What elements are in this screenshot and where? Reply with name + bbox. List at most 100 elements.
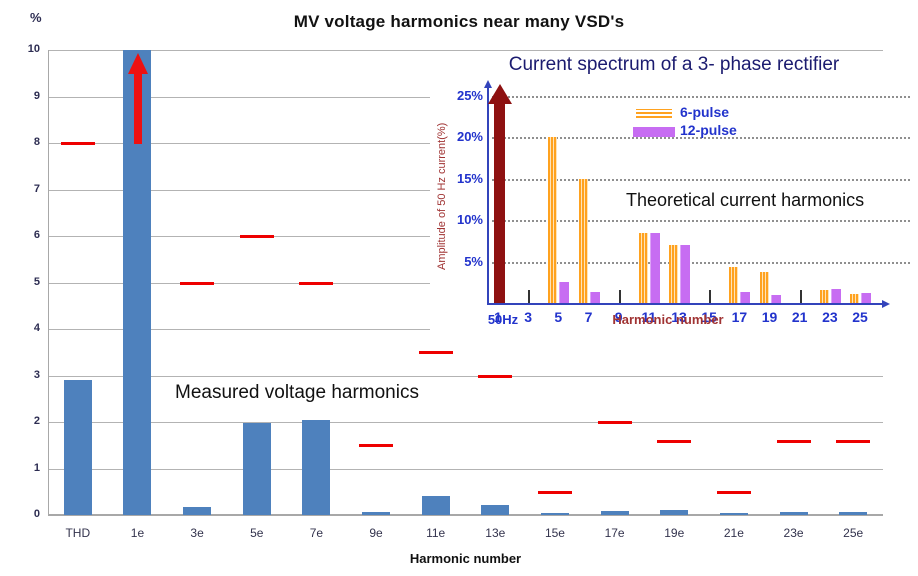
inset-x-tick-label-11: 11	[641, 309, 657, 325]
inset-bar-6pulse-h7	[578, 178, 588, 303]
inset-minor-tick-h21	[799, 290, 802, 303]
limit-dash-11e	[418, 351, 453, 355]
x-tick-label-3e: 3e	[190, 526, 204, 540]
inset-gridline-20	[487, 137, 910, 140]
limit-dash-9e	[359, 444, 394, 448]
x-tick-label-25e: 25e	[843, 526, 864, 540]
inset-x-axis-title: Harmonic number	[612, 312, 724, 327]
theoretical-harmonics-annotation: Theoretical current harmonics	[626, 190, 865, 210]
inset-bar-12pulse-h17	[740, 292, 751, 303]
inset-y-tick-label-5: 5%	[464, 253, 483, 269]
limit-dash-THD	[60, 142, 95, 145]
inset-bar-12pulse-h11	[649, 232, 660, 303]
x-tick-label-17e: 17e	[604, 526, 625, 540]
limit-dash-13e	[478, 374, 513, 378]
legend-label-12-pulse: 12-pulse	[680, 122, 737, 138]
inset-x-tick-label-15: 15	[701, 309, 717, 325]
fundamental-arrow-icon	[488, 84, 512, 104]
offscale-arrow-shaft	[134, 73, 142, 144]
inset-x-tick-label-21: 21	[791, 309, 808, 325]
gridline-0	[48, 514, 883, 516]
limit-dash-5e	[239, 235, 274, 238]
inset-gridline-5	[487, 261, 910, 264]
inset-x-tick-label-25: 25	[852, 309, 868, 325]
inset-bar-6pulse-h23	[819, 289, 829, 303]
bar-23e	[779, 512, 808, 515]
inset-y-tick-label-20: 20%	[456, 129, 483, 145]
x-tick-label-13e: 13e	[485, 526, 506, 540]
inset-x-tick-label-9: 9	[614, 309, 623, 325]
inset-minor-tick-h15	[709, 290, 712, 303]
bar-9e	[362, 511, 391, 515]
legend-swatch-12-pulse	[633, 127, 675, 137]
x-tick-label-21e: 21e	[723, 526, 744, 540]
bar-THD	[63, 380, 92, 515]
inset-x-tick-label-7: 7	[584, 309, 593, 325]
inset-x-tick-label-1: 1	[494, 309, 502, 325]
x-tick-label-THD: THD	[65, 526, 91, 540]
limit-dash-3e	[180, 281, 215, 285]
bar-7e	[302, 419, 331, 515]
y-tick-label-1: 1	[33, 461, 40, 474]
limit-dash-7e	[299, 281, 334, 285]
inset-gridline-25	[487, 96, 910, 98]
y-tick-label-5: 5	[33, 275, 40, 288]
limit-dash-17e	[597, 421, 632, 424]
y-tick-label-6: 6	[33, 229, 40, 241]
inset-bar-12pulse-h7	[589, 292, 600, 303]
bar-15e	[540, 512, 569, 515]
inset-bar-6pulse-h17	[729, 267, 739, 303]
y-tick-label-4: 4	[33, 322, 40, 334]
inset-minor-tick-h9	[618, 290, 621, 303]
inset-current-spectrum-chart: Current spectrum of a 3- phase rectifier…	[430, 52, 918, 338]
inset-x-tick-label-13: 13	[671, 309, 687, 325]
inset-bar-12pulse-h19	[770, 294, 781, 303]
fundamental-frequency-label: 50Hz	[487, 312, 519, 327]
limit-dash-25e	[836, 439, 871, 443]
inset-bar-6pulse-h25	[850, 293, 860, 303]
inset-y-tick-label-15: 15%	[456, 170, 483, 186]
y-tick-label-2: 2	[33, 415, 40, 427]
inset-bar-12pulse-h25	[861, 293, 872, 303]
inset-gridline-15	[487, 178, 910, 181]
bar-17e	[600, 511, 629, 515]
limit-dash-21e	[716, 490, 751, 494]
x-tick-label-9e: 9e	[369, 526, 383, 540]
limit-dash-19e	[657, 439, 692, 443]
inset-x-axis-line	[487, 303, 882, 305]
inset-bar-6pulse-h5	[548, 137, 558, 303]
legend-swatch-6-pulse	[636, 109, 672, 118]
y-tick-label-3: 3	[33, 368, 40, 381]
legend-label-6-pulse: 6-pulse	[680, 104, 730, 120]
x-tick-label-7e: 7e	[309, 526, 324, 540]
fundamental-arrow-shaft	[494, 103, 505, 303]
limit-dash-15e	[537, 490, 572, 494]
x-tick-label-19e: 19e	[664, 526, 685, 540]
gridline-2	[48, 422, 883, 423]
measured-harmonics-annotation: Measured voltage harmonics	[175, 382, 419, 403]
inset-bar-6pulse-h19	[759, 272, 769, 303]
offscale-arrow-icon	[128, 53, 148, 74]
inset-x-tick-label-17: 17	[731, 309, 748, 325]
inset-x-tick-label-3: 3	[524, 309, 533, 325]
x-axis-title: Harmonic number	[409, 551, 522, 566]
bar-3e	[183, 506, 212, 515]
bar-11e	[421, 496, 450, 515]
bar-21e	[719, 512, 748, 515]
inset-y-axis-title: Amplitude of 50 Hz current(%)	[436, 122, 448, 270]
inset-x-tick-label-5: 5	[554, 309, 563, 325]
inset-y-tick-label-25: 25%	[456, 88, 483, 103]
x-tick-label-1e: 1e	[130, 526, 145, 540]
inset-bar-12pulse-h23	[830, 288, 841, 303]
inset-y-tick-label-10: 10%	[456, 212, 483, 228]
bar-25e	[839, 511, 868, 515]
x-tick-label-23e: 23e	[783, 526, 804, 540]
inset-minor-tick-h3	[528, 290, 531, 303]
y-tick-label-10: 10	[27, 43, 40, 55]
x-tick-label-11e: 11e	[426, 526, 446, 540]
bar-13e	[481, 504, 510, 515]
chart-title: MV voltage harmonics near many VSD's	[293, 12, 625, 31]
inset-y-axis-line	[487, 88, 489, 303]
inset-x-tick-label-19: 19	[761, 309, 778, 325]
